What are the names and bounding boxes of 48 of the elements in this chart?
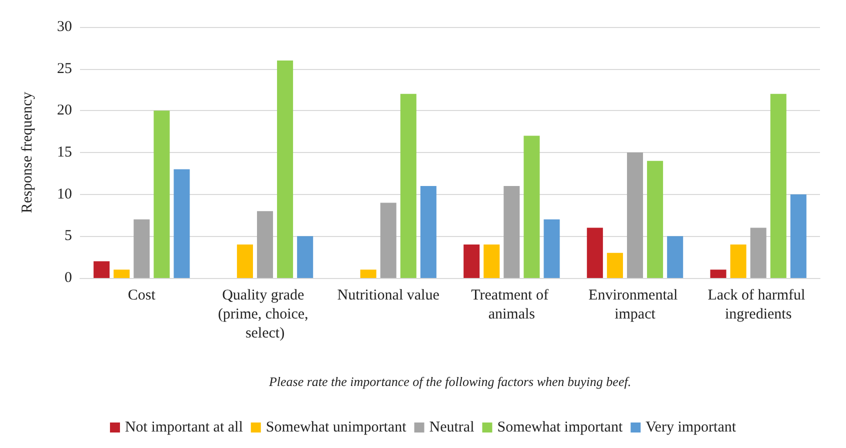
- x-tick-label: Nutritional value: [337, 288, 440, 304]
- bar: [730, 244, 746, 278]
- bar: [420, 186, 436, 278]
- bar: [647, 160, 664, 278]
- bar: [790, 194, 806, 278]
- y-tick-label: 0: [64, 270, 72, 286]
- bar: [380, 202, 396, 278]
- y-tick-label: 5: [64, 228, 72, 244]
- x-tick-label: Lack of harmful ingredients: [708, 288, 809, 322]
- bar: [297, 236, 314, 278]
- bar: [750, 228, 766, 278]
- bar: [236, 244, 253, 278]
- y-tick-label: 30: [57, 19, 72, 35]
- bar: [606, 252, 623, 278]
- bar: [464, 244, 480, 278]
- y-tick-label: 15: [57, 144, 72, 160]
- bar: [360, 270, 376, 278]
- x-axis-title: Please rate the importance of the following factors when buying beef.: [268, 374, 632, 389]
- y-tick-label: 10: [57, 186, 72, 202]
- bar: [114, 270, 130, 278]
- legend-label: Somewhat unimportant: [266, 420, 408, 436]
- y-tick-label: 25: [57, 60, 72, 77]
- bar: [626, 152, 644, 278]
- legend-label: Very important: [646, 420, 737, 436]
- y-axis-title: Response frequency: [20, 91, 36, 214]
- bar: [154, 110, 170, 278]
- x-tick-label: Quality grade (prime, choice, select): [218, 288, 312, 342]
- bar: [710, 270, 726, 278]
- x-tick-label: Environmental impact: [588, 288, 682, 322]
- legend-label: Neutral: [429, 420, 474, 436]
- bar: [484, 244, 500, 278]
- legend-label: Somewhat important: [497, 420, 624, 436]
- bar: [134, 219, 150, 278]
- bar: [94, 261, 110, 278]
- bar: [256, 211, 274, 278]
- bar: [667, 236, 684, 278]
- bar: [544, 219, 560, 278]
- bar: [586, 228, 603, 278]
- bar: [277, 60, 294, 278]
- bar: [174, 169, 190, 278]
- bar: [504, 186, 520, 278]
- legend-label: Not important at all: [124, 420, 243, 436]
- x-tick-label: Treatment of animals: [471, 288, 552, 322]
- x-tick-label: Cost: [128, 288, 156, 304]
- y-tick-label: 20: [57, 102, 72, 119]
- bar: [770, 94, 786, 278]
- bar: [400, 94, 416, 278]
- bar: [524, 136, 540, 278]
